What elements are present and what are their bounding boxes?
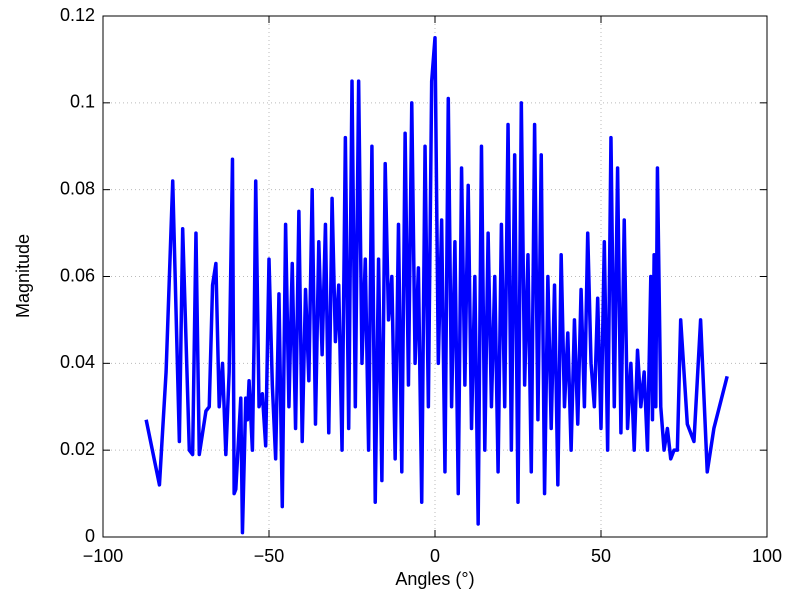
y-tick-label: 0.06 [60, 265, 95, 285]
y-tick-label: 0.1 [70, 92, 95, 112]
y-tick-label: 0 [85, 526, 95, 546]
data-line [144, 35, 729, 535]
x-tick-label: 50 [591, 546, 611, 566]
plot-frame [102, 15, 768, 538]
y-tick-label: 0.08 [60, 178, 95, 198]
y-tick-label: 0.04 [60, 352, 95, 372]
y-tick-label: 0.02 [60, 439, 95, 459]
y-tick-label: 0.12 [60, 5, 95, 25]
x-axis-label: Angles (°) [395, 569, 474, 589]
x-tick-label: −100 [83, 546, 124, 566]
x-tick-label: 0 [430, 546, 440, 566]
y-axis-label: Magnitude [13, 234, 33, 318]
x-tick-label: 100 [752, 546, 782, 566]
x-tick-label: −50 [254, 546, 285, 566]
